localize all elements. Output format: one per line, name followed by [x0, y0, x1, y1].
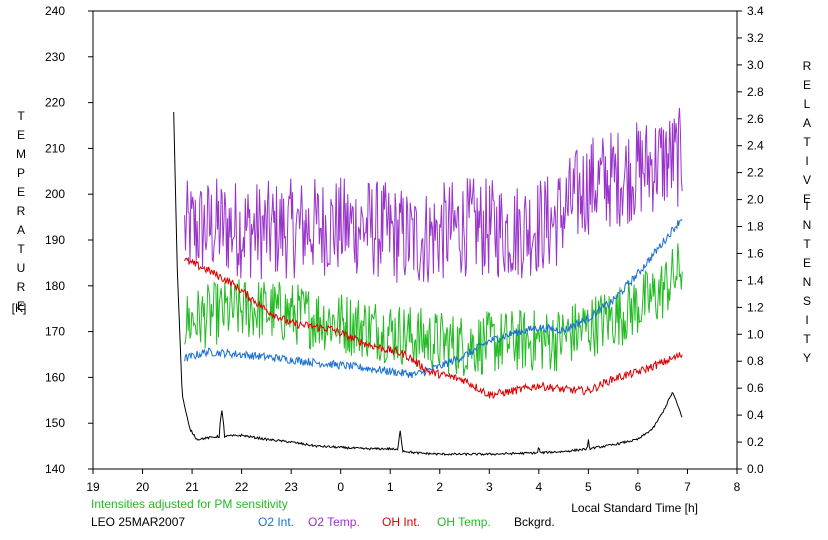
legend-oh-temp: OH Temp. [437, 515, 491, 529]
left-axis-title-letter: E [17, 185, 25, 199]
left-axis-title-letter: R [17, 280, 26, 294]
right-axis-title-letter: E [803, 256, 811, 270]
note-text: Intensities adjusted for PM sensitivity [91, 497, 288, 511]
series-o2-int-line [184, 219, 683, 379]
series-background-line [173, 111, 683, 457]
legend-o2-int: O2 Int. [258, 515, 294, 529]
right-tick-label: 0.8 [747, 354, 764, 368]
left-tick-label: 160 [45, 370, 65, 384]
right-tick-label: 3.4 [747, 4, 764, 18]
right-axis-title-letter: I [805, 154, 808, 168]
right-axis-title-letter: N [803, 218, 812, 232]
left-tick-label: 180 [45, 279, 65, 293]
x-tick-label: 20 [136, 480, 150, 494]
x-tick-label: 2 [436, 480, 443, 494]
right-axis-title-letter: T [803, 135, 811, 149]
left-tick-label: 150 [45, 416, 65, 430]
left-axis-title-letter: E [17, 299, 25, 313]
right-axis-title-letter: N [803, 275, 812, 289]
x-tick-label: 6 [635, 480, 642, 494]
left-axis-title-letter: E [17, 128, 25, 142]
left-axis-title-letter: M [16, 147, 26, 161]
right-tick-label: 3.2 [747, 31, 764, 45]
x-tick-label: 4 [536, 480, 543, 494]
left-axis-title-letter: T [17, 242, 25, 256]
left-axis-unit: [K] [12, 301, 27, 315]
right-tick-label: 0.2 [747, 435, 764, 449]
right-tick-label: 2.8 [747, 85, 764, 99]
right-axis-title-letter: I [805, 313, 808, 327]
x-tick-label: 3 [486, 480, 493, 494]
left-tick-label: 210 [45, 141, 65, 155]
right-axis-title-letter: L [804, 97, 811, 111]
series-o2-temp-line [184, 107, 683, 283]
right-axis-title-letter: S [803, 294, 811, 308]
right-tick-label: 2.4 [747, 139, 764, 153]
right-axis-title-letter: A [803, 116, 811, 130]
legend-bckgrd: Bckgrd. [514, 515, 555, 529]
right-tick-label: 2.0 [747, 193, 764, 207]
left-tick-label: 200 [45, 187, 65, 201]
left-axis-title-letter: R [17, 204, 26, 218]
left-axis-title-letter: T [17, 109, 25, 123]
left-tick-label: 190 [45, 233, 65, 247]
right-tick-label: 3.0 [747, 58, 764, 72]
right-axis-title-letter: E [803, 192, 811, 206]
x-tick-label: 23 [284, 480, 298, 494]
series-oh-int-line [184, 256, 683, 400]
left-axis-title-letter: A [17, 223, 25, 237]
right-tick-label: 1.2 [747, 300, 764, 314]
left-axis-title-letter: U [17, 261, 26, 275]
station-date: LEO 25MAR2007 [91, 515, 185, 529]
right-axis-title-letter: I [805, 199, 808, 213]
x-tick-label: 22 [235, 480, 249, 494]
right-tick-label: 0.0 [747, 462, 764, 476]
x-tick-label: 5 [585, 480, 592, 494]
left-tick-label: 220 [45, 96, 65, 110]
right-axis-title-letter: T [803, 237, 811, 251]
right-tick-label: 1.6 [747, 246, 764, 260]
right-tick-label: 0.6 [747, 381, 764, 395]
x-axis-label: Local Standard Time [h] [571, 501, 698, 515]
x-tick-label: 7 [684, 480, 691, 494]
right-axis-title-letter: V [803, 173, 811, 187]
legend-o2-temp: O2 Temp. [308, 515, 360, 529]
x-tick-label: 1 [387, 480, 394, 494]
right-tick-label: 1.0 [747, 327, 764, 341]
right-axis-title-letter: E [803, 78, 811, 92]
right-axis-title-letter: R [803, 59, 812, 73]
left-tick-label: 140 [45, 462, 65, 476]
left-tick-label: 170 [45, 325, 65, 339]
right-tick-label: 2.6 [747, 112, 764, 126]
right-axis-title-letter: Y [803, 351, 811, 365]
left-tick-label: 240 [45, 4, 65, 18]
right-tick-label: 0.4 [747, 408, 764, 422]
right-tick-label: 1.4 [747, 273, 764, 287]
left-axis-title-letter: P [17, 166, 25, 180]
right-tick-label: 1.8 [747, 220, 764, 234]
right-tick-label: 2.2 [747, 166, 764, 180]
left-tick-label: 230 [45, 50, 65, 64]
x-tick-label: 0 [337, 480, 344, 494]
right-axis-title-letter: T [803, 332, 811, 346]
legend-oh-int: OH Int. [382, 515, 420, 529]
x-tick-label: 19 [86, 480, 100, 494]
x-tick-label: 8 [734, 480, 741, 494]
series-oh-temp-line [184, 243, 683, 376]
x-tick-label: 21 [185, 480, 199, 494]
